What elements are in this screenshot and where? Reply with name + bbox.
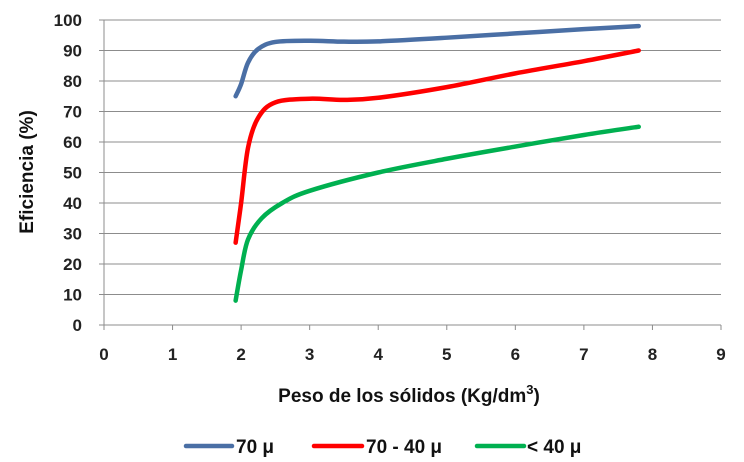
series-line-3-40 <box>233 124 641 303</box>
y-tick-label: 40 <box>63 194 82 213</box>
series-line-1-70 <box>233 23 641 99</box>
x-tick-labels: 0 1 2 3 4 5 6 7 8 9 <box>99 345 725 364</box>
legend-label-2: 70 - 40 μ <box>366 437 442 458</box>
y-tick-label: 60 <box>63 133 82 152</box>
y-tick-labels: 0 10 20 30 40 50 60 70 80 90 100 <box>54 11 82 335</box>
y-tick-label: 20 <box>63 255 82 274</box>
legend-label-3: < 40 μ <box>527 437 581 458</box>
x-tick-label: 9 <box>716 345 725 364</box>
y-tick-label: 0 <box>73 316 82 335</box>
y-tick-label: 50 <box>63 164 82 183</box>
x-tick-label: 7 <box>579 345 588 364</box>
x-tick-label: 4 <box>373 345 383 364</box>
legend-label-1: 70 μ <box>236 437 274 458</box>
x-axis-label: Peso de los sólidos (Kg/dm3) <box>278 382 540 407</box>
x-tick-label: 1 <box>168 345 177 364</box>
y-tick-label: 80 <box>63 72 82 91</box>
grid-lines <box>104 19 721 295</box>
x-tick-label: 8 <box>648 345 657 364</box>
x-tick-label: 5 <box>442 345 451 364</box>
legend: 70 μ 70 - 40 μ < 40 μ <box>183 437 581 458</box>
y-tick-label: 100 <box>54 11 82 30</box>
x-tick-label: 0 <box>99 345 108 364</box>
y-tick-label: 90 <box>63 42 82 61</box>
y-tick-label: 30 <box>63 225 82 244</box>
x-axis-label-superscript: 3 <box>526 382 533 397</box>
x-axis-label-main: Peso de los sólidos (Kg/dm <box>278 386 526 407</box>
x-tick-label: 6 <box>511 345 520 364</box>
y-tick-label: 10 <box>63 286 82 305</box>
series-lines <box>233 23 641 303</box>
axes <box>99 19 722 330</box>
x-tick-label: 2 <box>236 345 245 364</box>
y-tick-label: 70 <box>63 103 82 122</box>
y-axis-label: Eficiencia (%) <box>17 110 38 234</box>
x-tick-label: 3 <box>305 345 314 364</box>
x-axis-label-end: ) <box>534 386 540 407</box>
series-line-2-70-40 <box>233 48 641 245</box>
